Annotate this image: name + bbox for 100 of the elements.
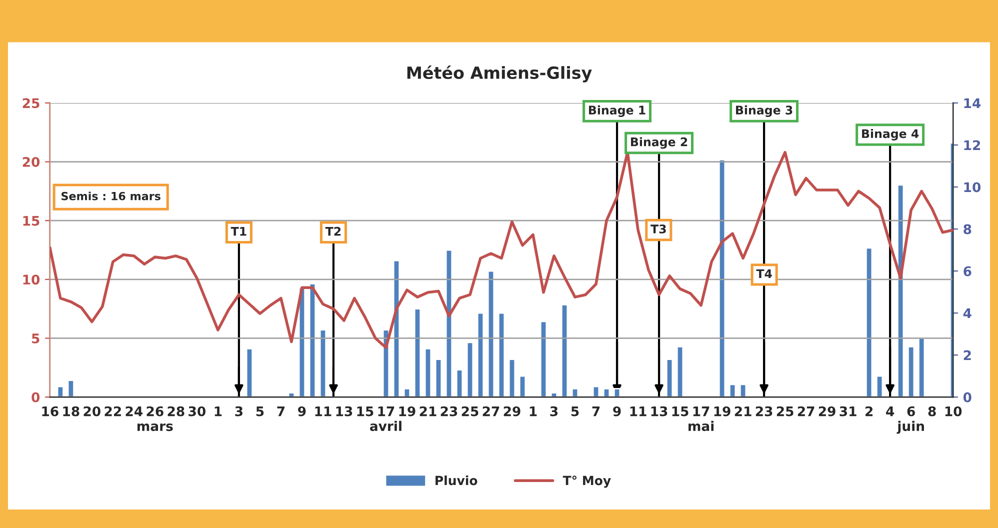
x-tick-label: 23 xyxy=(440,406,458,416)
y-tick-label: 15 xyxy=(23,216,40,226)
x-tick-label: 9 xyxy=(613,406,621,416)
x-tick-label: 18 xyxy=(63,406,80,416)
bar xyxy=(434,358,442,398)
x-tick-label: 15 xyxy=(672,406,688,416)
x-tick-label: 31 xyxy=(840,406,856,416)
annotation: T4 xyxy=(756,269,772,278)
line-series xyxy=(50,150,954,350)
x-tick-label: 13 xyxy=(336,406,352,416)
bar xyxy=(540,320,548,398)
bar xyxy=(56,386,64,398)
y-tick-label: 0 xyxy=(32,392,40,402)
bar xyxy=(676,346,684,398)
y-tick-label: 10 xyxy=(23,274,40,285)
bar xyxy=(456,369,464,398)
x-tick-label: 11 xyxy=(630,406,646,416)
bar xyxy=(246,348,254,398)
bar xyxy=(466,342,474,398)
y2-tick-label: 0 xyxy=(963,392,972,402)
bar xyxy=(739,384,747,398)
x-tick-label: 17 mai xyxy=(688,406,714,432)
bar xyxy=(476,312,484,398)
ref-line-label: Binage 3 xyxy=(736,105,792,117)
bar xyxy=(728,384,736,398)
x-tick-label: 4 xyxy=(886,406,894,416)
x-tick-label: 19 xyxy=(399,406,416,416)
x-tick-label: 21 xyxy=(734,406,752,416)
x-tick-label: 19 xyxy=(714,406,730,416)
bar xyxy=(865,247,873,398)
bar xyxy=(908,346,915,398)
annotation: Semis : 16 mars xyxy=(62,192,160,200)
annotation: T3 xyxy=(650,224,666,234)
x-tick-label: 25 xyxy=(462,406,478,416)
x-tick-label: 3 xyxy=(550,406,558,416)
x-tick-label: 23 xyxy=(756,406,772,416)
x-tick-label: 21 xyxy=(420,406,436,416)
bar xyxy=(403,388,411,398)
ref-line-label: Binage 1 xyxy=(589,105,646,117)
bar xyxy=(602,388,610,398)
x-tick-label: 2 xyxy=(866,406,873,416)
bar xyxy=(718,158,726,398)
y2-tick-label: 2 xyxy=(964,350,971,360)
x-tick-label: 1 xyxy=(214,406,222,416)
x-tick-label: 11 xyxy=(315,406,332,416)
bar xyxy=(571,388,579,398)
bar xyxy=(666,358,674,398)
ref-line-label: T1 xyxy=(230,227,246,236)
y-tick-label: 20 xyxy=(22,157,40,167)
bar xyxy=(896,184,904,398)
x-tick-label: 9 xyxy=(298,406,306,416)
y2-tick-label: 6 xyxy=(964,266,972,276)
x-tick-label: 10 xyxy=(945,406,962,416)
x-tick-label: 30 xyxy=(188,406,206,416)
bar xyxy=(445,249,453,398)
bar xyxy=(918,338,926,398)
y2-tick-label: 12 xyxy=(964,140,980,150)
x-tick-label: 5 xyxy=(256,406,264,416)
x-tick-label: 29 xyxy=(504,406,520,416)
bar xyxy=(319,329,327,398)
y2-tick-label: 10 xyxy=(964,182,981,192)
x-tick-label: 20 xyxy=(84,406,100,416)
x-tick-label: 8 xyxy=(928,406,936,416)
chart-title: Météo Amiens-Glisy xyxy=(407,65,592,82)
ref-line-label: Binage 2 xyxy=(631,137,688,149)
bar xyxy=(592,386,600,398)
legend-label: T° Moy xyxy=(562,476,611,488)
x-tick-label: 1 xyxy=(530,406,537,416)
x-tick-label: 6 juin xyxy=(896,406,924,434)
bar xyxy=(424,348,432,398)
bar xyxy=(560,304,568,398)
x-tick-label: 27 xyxy=(798,406,814,416)
x-tick-label: 16 xyxy=(42,406,58,416)
bar xyxy=(550,392,558,398)
bar xyxy=(67,380,74,398)
x-tick-label: 5 xyxy=(571,406,579,416)
y2-tick-label: 4 xyxy=(963,308,972,318)
bar xyxy=(508,358,516,398)
bar xyxy=(498,312,506,398)
y2-tick-label: 8 xyxy=(964,224,972,234)
x-tick-label: 7 xyxy=(277,406,284,416)
x-tick-label: 27 xyxy=(482,406,500,416)
bar xyxy=(288,392,296,398)
x-tick-label: 7 xyxy=(592,406,600,416)
x-tick-label: 3 xyxy=(235,406,242,416)
ref-line-label: Binage 4 xyxy=(862,128,919,140)
y-tick-label: 25 xyxy=(22,98,40,108)
x-tick-label: 24 xyxy=(126,406,142,416)
x-tick-label: 22 xyxy=(104,406,121,416)
y-tick-label: 5 xyxy=(32,334,40,344)
x-tick-label: 13 xyxy=(651,406,668,416)
bar xyxy=(487,270,495,398)
bar xyxy=(308,282,316,398)
bar xyxy=(518,375,526,398)
x-tick-label: 25 xyxy=(776,406,794,416)
x-tick-label: 29 xyxy=(818,406,836,416)
legend-label: Pluvio xyxy=(436,476,478,486)
x-tick-label: 28 xyxy=(168,406,184,416)
ref-line-label: T2 xyxy=(325,226,341,236)
y2-tick-label: 14 xyxy=(964,98,981,108)
